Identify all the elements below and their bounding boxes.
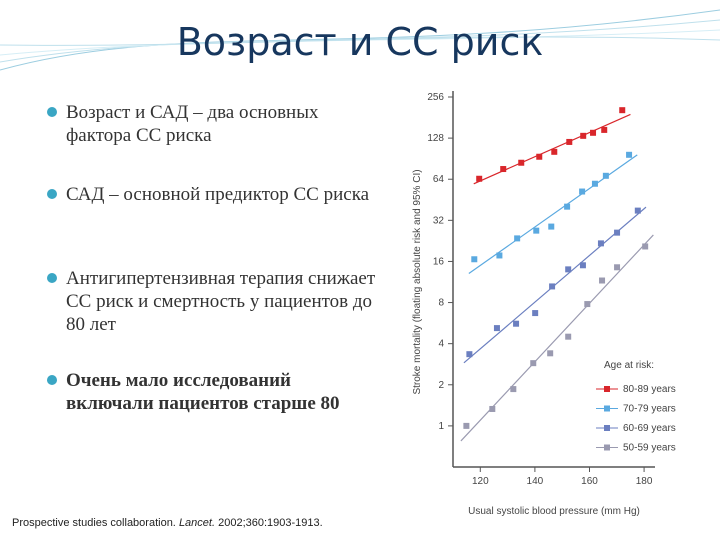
bullet-text: Возраст и САД – два основных фактора СС р… [66,102,319,146]
bullet-icon [47,107,57,117]
point [463,422,470,429]
legend-label: 80-89 years [623,384,676,395]
point [476,175,483,182]
citation-journal: Lancet. [179,517,215,529]
bullet-text: Антигипертензивная терапия снижает СС рис… [66,268,376,335]
point [579,188,586,195]
point [496,252,503,259]
x-axis-label: Usual systolic blood pressure (mm Hg) [468,506,640,517]
legend-label: 60-69 years [623,423,676,434]
point [551,148,558,155]
y-tick-label: 2 [438,380,444,391]
swoosh-decoration [0,9,720,71]
point [564,203,571,210]
y-tick-label: 16 [433,256,445,267]
legend-marker [604,425,610,431]
point [626,151,633,158]
point [518,159,525,166]
y-tick-label: 4 [438,339,444,350]
citation-author: Prospective studies collaboration. [12,517,176,529]
y-tick-label: 32 [433,215,445,226]
point [580,132,587,139]
legend-title: Age at risk: [604,360,654,371]
bullet-icon [47,375,57,385]
point [466,351,473,358]
point [601,126,608,133]
point [614,229,621,236]
legend-marker [604,386,610,392]
legend-label: 50-59 years [623,443,676,454]
point [549,283,556,290]
bullet-text: САД – основной предиктор СС риска [66,184,370,205]
point [602,172,609,179]
y-tick-label: 128 [427,133,444,144]
y-tick-label: 1 [438,421,444,432]
point [591,180,598,187]
point [619,107,626,114]
point [548,223,555,230]
legend-marker [604,405,610,412]
point [590,129,597,136]
point [500,166,507,173]
point [493,325,500,332]
point [547,350,554,357]
x-tick-label: 140 [527,476,544,487]
point [533,227,540,234]
point [579,262,586,269]
point [513,320,520,327]
y-tick-label: 64 [433,174,445,185]
point [599,277,606,284]
citation-ref: 2002;360:1903-1913. [218,517,323,529]
point [565,266,572,273]
point [566,138,573,145]
x-tick-label: 120 [472,476,489,487]
bullet-text: Очень мало исследований включали пациенто… [66,370,340,414]
chart-area [395,86,667,530]
y-tick-label: 256 [427,92,444,103]
point [584,301,591,308]
point [614,264,621,271]
point [536,153,543,160]
point [530,360,537,367]
point [532,310,539,317]
bullet-icon [47,189,57,199]
point [634,207,641,214]
legend-label: 70-79 years [623,404,676,415]
y-tick-label: 8 [438,298,444,309]
point [510,386,517,393]
point [514,235,521,242]
citation: Prospective studies collaboration. Lance… [12,517,323,529]
point [489,405,496,412]
point [471,256,478,263]
bullet-icon [47,273,57,283]
point [597,240,604,247]
legend-marker [604,444,610,451]
x-tick-label: 160 [581,476,598,487]
slide-title: Возраст и СС риск [177,20,544,64]
point [642,243,649,250]
x-tick-label: 180 [636,476,653,487]
y-axis-label: Stroke mortality (floating absolute risk… [412,169,423,394]
point [565,333,572,340]
